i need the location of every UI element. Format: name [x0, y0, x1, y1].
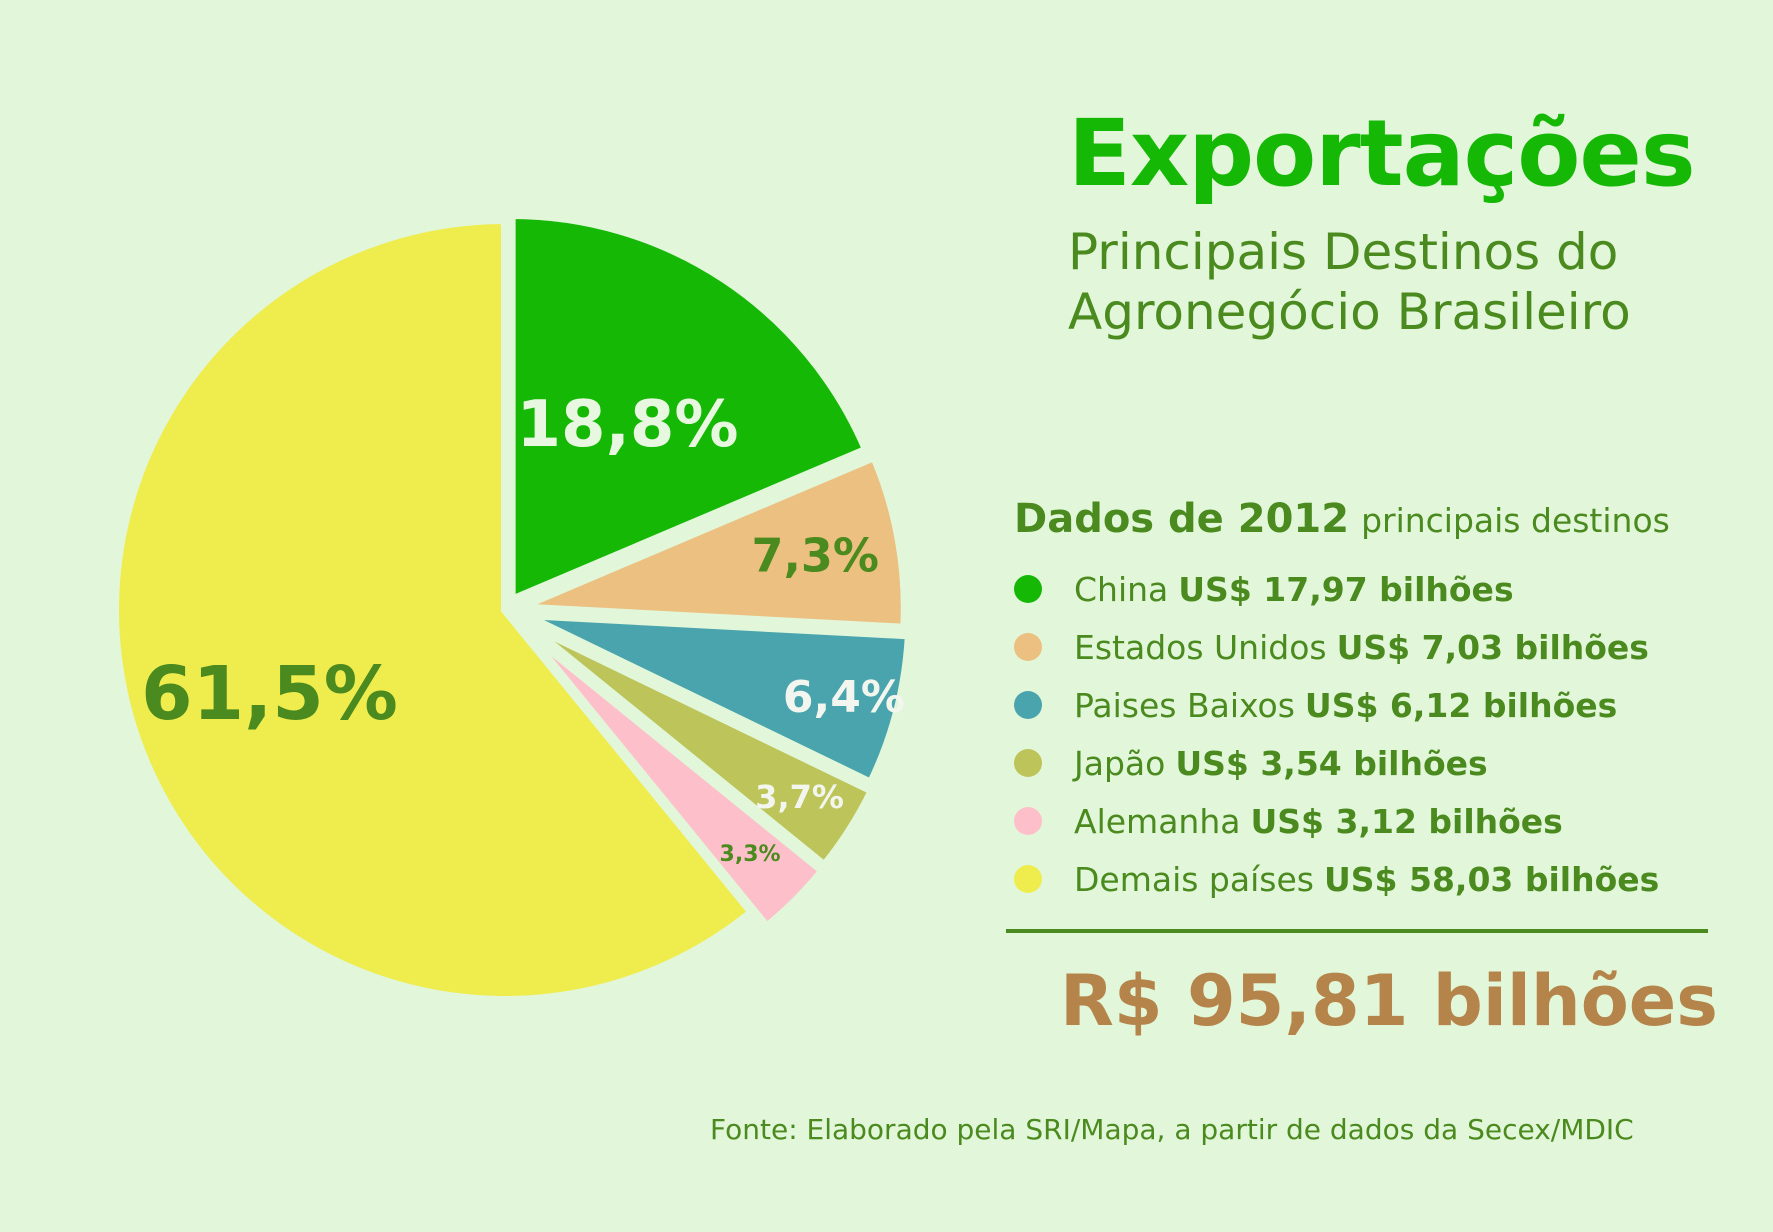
legend-name: Paises Baixos — [1074, 685, 1295, 725]
pie-value-label: 61,5% — [141, 651, 398, 737]
legend-header: Dados de 2012 principais destinos — [1014, 496, 1670, 542]
legend-dot — [1014, 749, 1042, 777]
legend-name: Japão — [1074, 743, 1166, 783]
source-note: Fonte: Elaborado pela SRI/Mapa, a partir… — [710, 1113, 1634, 1146]
legend-name: Estados Unidos — [1074, 627, 1327, 667]
legend-value: US$ 58,03 bilhões — [1323, 859, 1660, 899]
legend: China US$ 17,97 bilhões Estados Unidos US$… — [1014, 560, 1659, 908]
pie-value-label: 3,3% — [720, 842, 781, 867]
subtitle-line-2: Agronegócio Brasileiro — [1068, 283, 1631, 341]
legend-year-label: Dados de 2012 — [1014, 496, 1350, 542]
pie-slice-paises-baixos — [520, 610, 913, 787]
legend-value: US$ 17,97 bilhões — [1178, 569, 1514, 609]
chart-title: Exportações — [1068, 100, 1696, 207]
pie-value-label: 18,8% — [517, 388, 739, 462]
legend-item-japao: Japão US$ 3,54 bilhões — [1014, 734, 1659, 792]
legend-dot — [1014, 633, 1042, 661]
legend-dot — [1014, 691, 1042, 719]
total-value: R$ 95,81 bilhões — [1060, 960, 1718, 1042]
legend-name: China — [1074, 569, 1169, 609]
legend-name: Demais países — [1074, 859, 1314, 899]
pie-value-label: 3,7% — [755, 778, 844, 816]
legend-item-demais-paises: Demais países US$ 58,03 bilhões — [1014, 850, 1659, 908]
pie-slice-estados-unidos — [515, 453, 909, 632]
legend-value: US$ 3,12 bilhões — [1250, 801, 1563, 841]
pie-slice-alemanha — [519, 624, 827, 931]
legend-item-estados-unidos: Estados Unidos US$ 7,03 bilhões — [1014, 618, 1659, 676]
legend-sub-label: principais destinos — [1361, 501, 1670, 540]
legend-dot — [1014, 807, 1042, 835]
pie-slice-demais-paises — [111, 216, 756, 1004]
pie-slice-japao — [521, 618, 876, 870]
pie-slice-china — [507, 210, 871, 604]
pie-value-label: 7,3% — [751, 528, 879, 582]
total-divider — [1006, 929, 1708, 933]
legend-item-china: China US$ 17,97 bilhões — [1014, 560, 1659, 618]
pie-value-label: 6,4% — [783, 672, 905, 723]
legend-item-paises-baixos: Paises Baixos US$ 6,12 bilhões — [1014, 676, 1659, 734]
legend-name: Alemanha — [1074, 801, 1241, 841]
legend-value: US$ 6,12 bilhões — [1304, 685, 1618, 725]
legend-value: US$ 7,03 bilhões — [1336, 627, 1649, 667]
chart-subtitle: Principais Destinos do Agronegócio Brasi… — [1068, 222, 1631, 342]
legend-item-alemanha: Alemanha US$ 3,12 bilhões — [1014, 792, 1659, 850]
legend-value: US$ 3,54 bilhões — [1175, 743, 1488, 783]
legend-dot — [1014, 865, 1042, 893]
subtitle-line-1: Principais Destinos do — [1068, 223, 1619, 281]
legend-dot — [1014, 575, 1042, 603]
